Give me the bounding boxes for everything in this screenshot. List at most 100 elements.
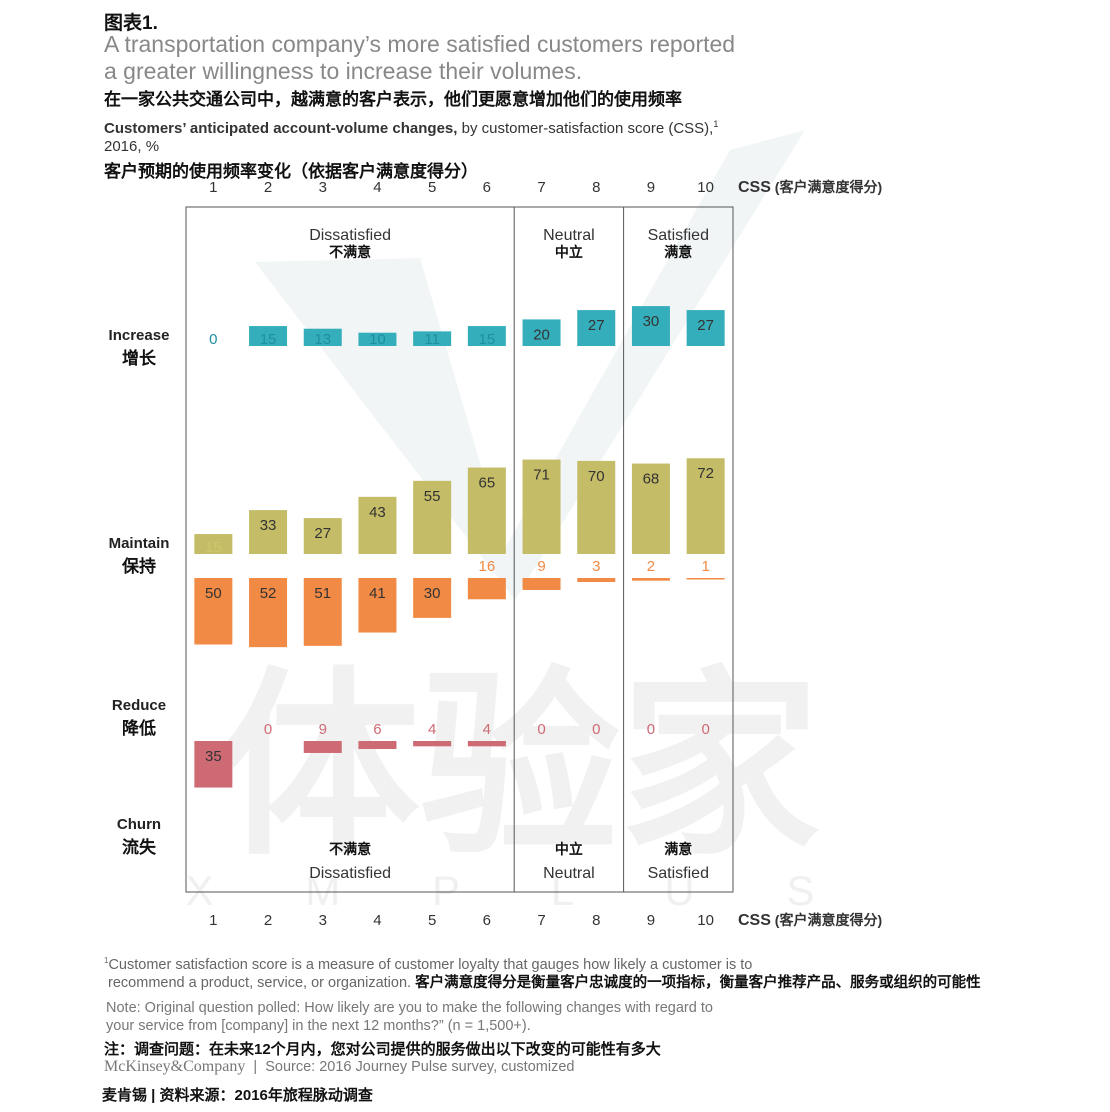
data-label-reduce-7: 9 bbox=[537, 558, 545, 575]
source-text: Source: 2016 Journey Pulse survey, custo… bbox=[265, 1059, 575, 1075]
bar-reduce-5 bbox=[413, 578, 452, 618]
footnote-zh: 客户满意度得分是衡量客户忠诚度的一项指标，衡量客户推荐产品、服务或组织的可能性 bbox=[415, 974, 981, 991]
data-label-churn-2: 0 bbox=[264, 721, 272, 738]
data-label-maintain-6: 65 bbox=[479, 475, 496, 492]
bar-reduce-2 bbox=[249, 578, 288, 648]
data-label-increase-3: 13 bbox=[314, 331, 331, 348]
tick-label-top-8: 8 bbox=[592, 179, 600, 196]
tick-label-bottom-4: 4 bbox=[373, 912, 381, 929]
chart-frame bbox=[185, 206, 734, 893]
row-label-zh-increase: 增长 bbox=[122, 348, 157, 368]
tick-label-top-1: 1 bbox=[209, 179, 217, 196]
data-label-reduce-9: 2 bbox=[647, 558, 655, 575]
row-label-zh-reduce: 降低 bbox=[122, 718, 156, 738]
row-label-zh-maintain: 保持 bbox=[121, 556, 156, 576]
bar-maintain-4 bbox=[358, 496, 397, 554]
data-label-reduce-8: 3 bbox=[592, 558, 600, 575]
row-label-increase: Increase bbox=[109, 327, 170, 344]
data-label-reduce-10: 1 bbox=[701, 558, 709, 575]
data-label-reduce-5: 30 bbox=[424, 585, 441, 602]
bar-churn-6 bbox=[467, 741, 506, 747]
data-label-increase-5: 11 bbox=[424, 331, 440, 348]
data-label-maintain-5: 55 bbox=[424, 488, 441, 505]
data-label-churn-10: 0 bbox=[701, 721, 709, 738]
row-label-churn: Churn bbox=[117, 816, 161, 833]
chart-title-line-1: A transportation company’s more satisfie… bbox=[104, 31, 736, 57]
group-label-bottom-dissatisfied: Dissatisfied bbox=[309, 865, 391, 882]
group-label-bottom-satisfied: Satisfied bbox=[648, 865, 709, 882]
bar-maintain-3 bbox=[303, 518, 342, 554]
bar-churn-5 bbox=[413, 741, 452, 747]
source-zh: 麦肯锡 | 资料来源：2016年旅程脉动调查 bbox=[102, 1087, 373, 1104]
data-label-increase-4: 10 bbox=[369, 331, 386, 348]
footnote-line-1: Customer satisfaction score is a measure… bbox=[108, 956, 753, 973]
group-label-bottom-zh-satisfied: 满意 bbox=[664, 841, 692, 857]
data-label-churn-8: 0 bbox=[592, 721, 600, 738]
watermark-text: 体验家 bbox=[220, 655, 820, 878]
axis-label-top: CSS (客户满意度得分) bbox=[738, 179, 882, 196]
tick-label-bottom-7: 7 bbox=[537, 912, 545, 929]
bar-maintain-8 bbox=[577, 460, 616, 554]
data-label-increase-9: 30 bbox=[643, 313, 660, 330]
row-label-zh-churn: 流失 bbox=[122, 837, 157, 857]
bar-maintain-6 bbox=[467, 467, 506, 554]
data-label-increase-1: 0 bbox=[209, 331, 217, 348]
mckinsey-logo: McKinsey&Company bbox=[104, 1058, 246, 1075]
data-label-increase-8: 27 bbox=[588, 317, 605, 334]
data-label-churn-7: 0 bbox=[537, 721, 545, 738]
data-label-churn-3: 9 bbox=[319, 721, 327, 738]
note-zh: 注：调查问题：在未来12个月内，您对公司提供的服务做出以下改变的可能性有多大 bbox=[104, 1041, 661, 1058]
group-label-top-satisfied: Satisfied bbox=[648, 227, 709, 244]
chart-title-line-2: a greater willingness to increase their … bbox=[104, 58, 583, 84]
note-line-1: Note: Original question polled: How like… bbox=[106, 1000, 713, 1016]
bar-increase-5 bbox=[413, 331, 452, 346]
tick-label-bottom-1: 1 bbox=[209, 912, 217, 929]
row-label-reduce: Reduce bbox=[112, 697, 166, 714]
data-label-increase-6: 15 bbox=[479, 331, 496, 348]
bar-maintain-9 bbox=[631, 463, 670, 554]
data-label-churn-4: 6 bbox=[373, 721, 381, 738]
group-label-bottom-zh-dissatisfied: 不满意 bbox=[329, 841, 371, 857]
tick-label-top-3: 3 bbox=[319, 179, 327, 196]
tick-label-bottom-8: 8 bbox=[592, 912, 600, 929]
group-label-bottom-zh-neutral: 中立 bbox=[555, 841, 583, 857]
data-label-reduce-3: 51 bbox=[314, 585, 331, 602]
tick-label-top-4: 4 bbox=[373, 179, 381, 196]
footnote-line-2: recommend a product, service, or organiz… bbox=[108, 974, 412, 991]
tick-label-bottom-6: 6 bbox=[483, 912, 491, 929]
source-line: McKinsey&Company | Source: 2016 Journey … bbox=[104, 1058, 574, 1076]
bar-reduce-4 bbox=[358, 578, 397, 633]
group-label-top-dissatisfied: Dissatisfied bbox=[309, 227, 391, 244]
subtitle-footnote-mark: 1 bbox=[713, 119, 719, 129]
data-label-reduce-1: 50 bbox=[205, 585, 222, 602]
bar-increase-2 bbox=[249, 326, 288, 346]
chart-title-zh: 在一家公共交通公司中，越满意的客户表示，他们更愿意增加他们的使用频率 bbox=[104, 90, 682, 109]
tick-label-bottom-5: 5 bbox=[428, 912, 436, 929]
group-label-top-zh-neutral: 中立 bbox=[555, 244, 583, 260]
watermark-letters: X M P L U S bbox=[186, 867, 855, 914]
tick-label-top-10: 10 bbox=[697, 179, 714, 196]
subtitle-year: 2016, % bbox=[104, 138, 160, 155]
note-line-2: your service from [company] in the next … bbox=[106, 1018, 531, 1034]
footnote-mark: 1 bbox=[104, 956, 109, 965]
bar-increase-10 bbox=[686, 310, 725, 346]
bar-churn-3 bbox=[303, 741, 342, 753]
tick-label-top-9: 9 bbox=[647, 179, 655, 196]
data-label-increase-2: 15 bbox=[260, 331, 277, 348]
tick-label-bottom-10: 10 bbox=[697, 912, 714, 929]
bar-increase-3 bbox=[303, 328, 342, 346]
note: Note: Original question polled: How like… bbox=[106, 999, 713, 1035]
subtitle-bold: Customers’ anticipated account-volume ch… bbox=[104, 120, 458, 137]
subtitle-rest: by customer-satisfaction score (CSS), bbox=[457, 120, 714, 137]
data-label-increase-7: 20 bbox=[533, 326, 550, 343]
footnote: 1Customer satisfaction score is a measur… bbox=[104, 952, 981, 992]
chart-title: A transportation company’s more satisfie… bbox=[104, 31, 864, 85]
figure-label: 图表1. bbox=[104, 13, 158, 34]
group-label-bottom-neutral: Neutral bbox=[543, 865, 595, 882]
bar-reduce-1 bbox=[194, 578, 233, 645]
bar-increase-6 bbox=[467, 326, 506, 346]
data-label-reduce-2: 52 bbox=[260, 585, 277, 602]
bar-increase-8 bbox=[577, 310, 616, 346]
bar-maintain-2 bbox=[249, 510, 288, 554]
